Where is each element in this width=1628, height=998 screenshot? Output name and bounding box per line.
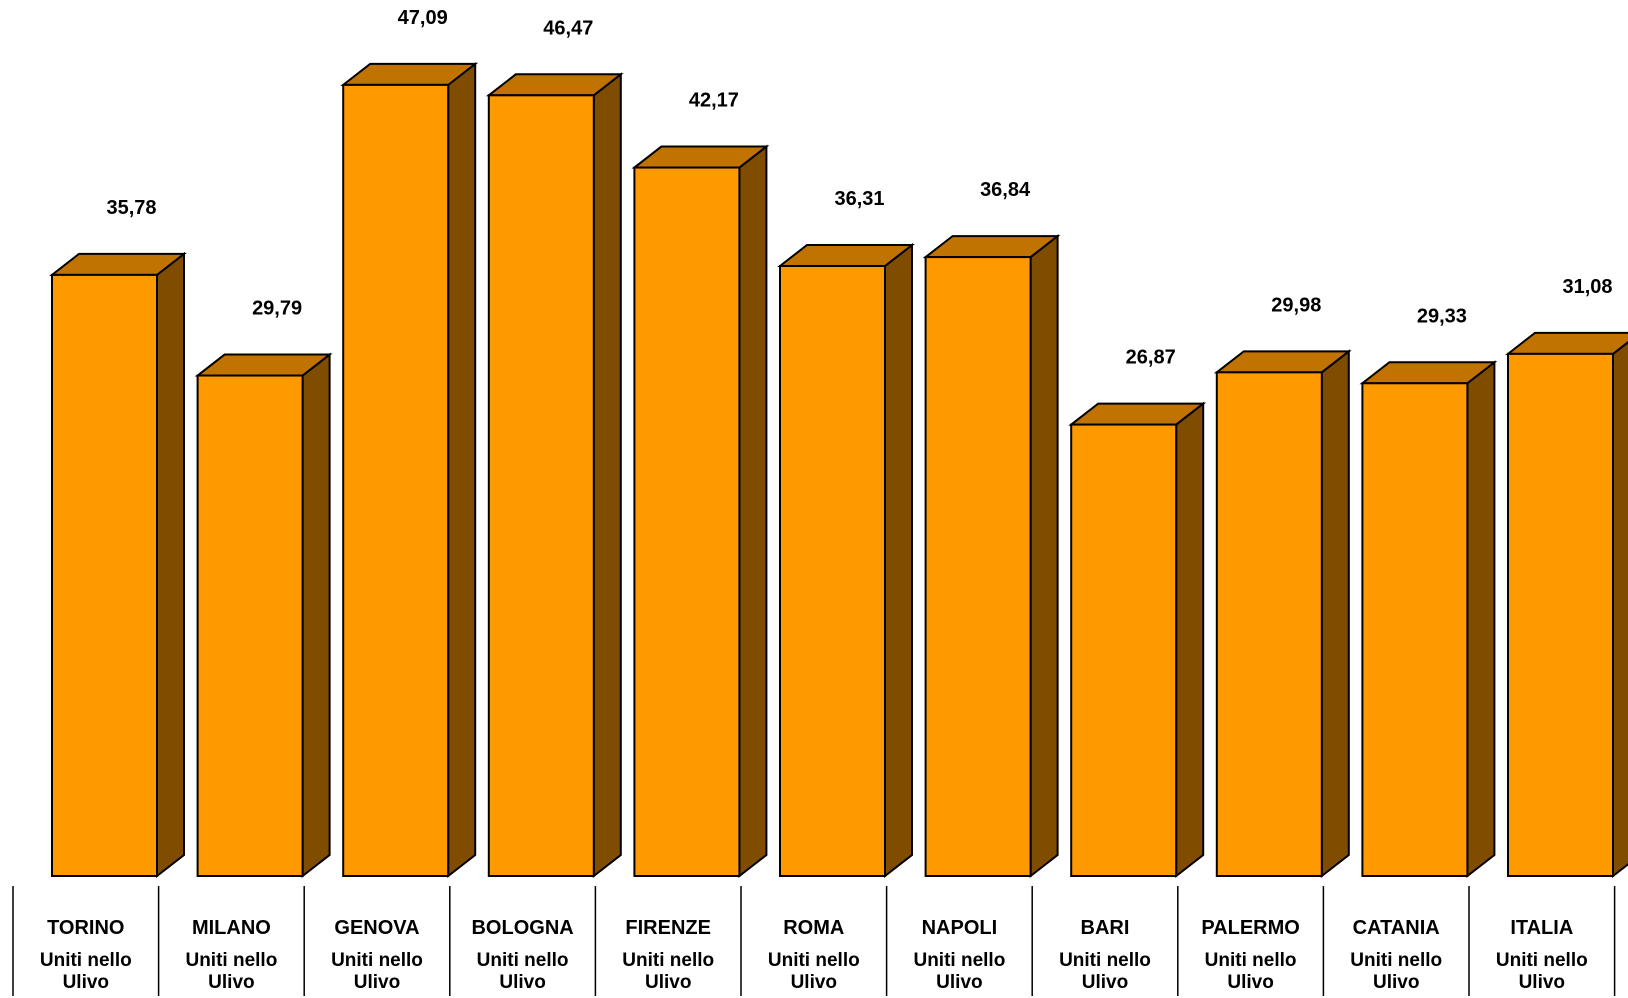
- category-label-genova: GENOVA: [334, 917, 419, 939]
- bar-side-torino: [156, 251, 185, 879]
- series-label: Ulivo: [1373, 972, 1419, 993]
- bar-front-torino: [51, 273, 158, 877]
- series-label: Uniti nello: [331, 950, 423, 971]
- series-label: Uniti nello: [622, 950, 714, 971]
- series-label: Ulivo: [1227, 972, 1273, 993]
- bar-front-italia: [1507, 352, 1614, 877]
- bar-front-firenze: [633, 166, 741, 877]
- series-label: Ulivo: [1082, 972, 1128, 993]
- data-label-napoli: 36,84: [980, 179, 1031, 201]
- bar-side-genova: [447, 61, 477, 879]
- bar-front-genova: [342, 83, 450, 877]
- category-label-napoli: NAPOLI: [922, 917, 998, 939]
- series-label: Uniti nello: [40, 950, 132, 971]
- series-label: Ulivo: [354, 972, 400, 993]
- bar-milano: 29,79: [194, 298, 333, 879]
- bar-torino: 35,78: [49, 197, 187, 879]
- bar-front-palermo: [1215, 371, 1323, 877]
- series-label: Uniti nello: [477, 950, 569, 971]
- bar-genova: 47,09: [340, 7, 479, 879]
- bar-side-palermo: [1320, 349, 1350, 879]
- bar-front-catania: [1361, 382, 1469, 877]
- category-label-firenze: FIRENZE: [625, 917, 711, 939]
- data-label-bologna: 46,47: [543, 17, 593, 39]
- bar-side-italia: [1612, 340, 1628, 879]
- series-label: Ulivo: [208, 972, 254, 993]
- series-label: Ulivo: [63, 972, 109, 993]
- bar-bari: 26,87: [1068, 347, 1207, 879]
- bar-roma: 36,31: [777, 188, 915, 879]
- bar-palermo: 29,98: [1213, 294, 1352, 879]
- series-label: Uniti nello: [185, 950, 277, 971]
- category-label-bologna: BOLOGNA: [471, 917, 573, 939]
- category-label-torino: TORINO: [47, 917, 124, 939]
- bar-front-napoli: [924, 256, 1032, 877]
- category-label-bari: BARI: [1081, 917, 1130, 939]
- bar-side-firenze: [738, 144, 768, 879]
- series-label: Uniti nello: [1350, 950, 1442, 971]
- bar-side-bologna: [592, 72, 622, 879]
- category-label-italia: ITALIA: [1510, 917, 1573, 939]
- bar-side-catania: [1466, 360, 1496, 879]
- data-label-firenze: 42,17: [689, 90, 739, 112]
- series-label: Ulivo: [499, 972, 545, 993]
- bar-front-milano: [196, 374, 304, 877]
- bar-front-bari: [1070, 423, 1178, 877]
- category-label-roma: ROMA: [783, 917, 844, 939]
- bars-group: 35,78 29,79 47,09 46,47 42,17 36,31 36,84 26,87…: [49, 7, 1628, 879]
- data-label-catania: 29,33: [1417, 305, 1467, 327]
- series-label: Uniti nello: [1205, 950, 1297, 971]
- data-label-milano: 29,79: [252, 298, 302, 320]
- bar-side-milano: [301, 352, 331, 879]
- category-label-milano: MILANO: [192, 917, 271, 939]
- bar-italia: 31,08: [1505, 276, 1628, 879]
- series-label: Uniti nello: [1496, 950, 1588, 971]
- series-label: Uniti nello: [1059, 950, 1151, 971]
- data-label-genova: 47,09: [398, 7, 448, 29]
- data-label-roma: 36,31: [834, 188, 884, 210]
- data-label-bari: 26,87: [1126, 347, 1176, 369]
- bar-side-napoli: [1029, 234, 1059, 879]
- bar-top-italia: [1505, 331, 1628, 355]
- bar-napoli: 36,84: [922, 179, 1061, 879]
- series-label: Uniti nello: [768, 950, 860, 971]
- category-label-catania: CATANIA: [1353, 917, 1440, 939]
- series-label: Ulivo: [791, 972, 837, 993]
- data-label-palermo: 29,98: [1271, 294, 1321, 316]
- series-label: Ulivo: [936, 972, 982, 993]
- category-label-palermo: PALERMO: [1201, 917, 1300, 939]
- bar-firenze: 42,17: [631, 90, 770, 879]
- bar-catania: 29,33: [1359, 305, 1498, 879]
- series-label: Ulivo: [1519, 972, 1565, 993]
- series-label: Ulivo: [645, 972, 691, 993]
- bar-front-roma: [779, 264, 886, 877]
- series-label: Uniti nello: [913, 950, 1005, 971]
- data-label-italia: 31,08: [1562, 276, 1612, 298]
- bar-bologna: 46,47: [485, 17, 624, 879]
- data-label-torino: 35,78: [106, 197, 156, 219]
- bar-front-bologna: [487, 94, 595, 877]
- bar-side-bari: [1175, 401, 1205, 879]
- bar-side-roma: [884, 242, 913, 879]
